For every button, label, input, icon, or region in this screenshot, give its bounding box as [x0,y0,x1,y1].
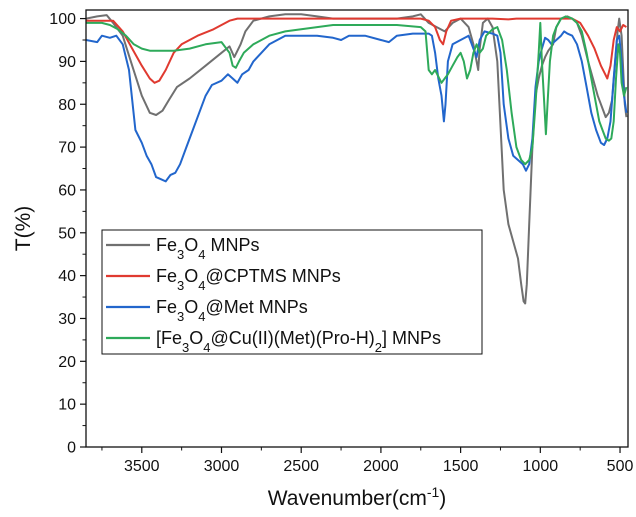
series-line-2 [86,30,628,183]
legend-box [101,229,483,355]
y-tick-label: 0 [67,440,76,457]
legend-label-0: Fe3O4 MNPs [156,235,260,262]
legend-label-part: 4 [198,309,205,324]
y-tick-label: 10 [58,397,76,414]
legend-label-part: 2 [375,340,382,355]
legend-label-part: O [184,297,198,317]
x-tick-label: 1500 [443,458,479,475]
y-tick-label: 80 [58,97,76,114]
legend-label-part: @Cu(II)(Met)(Pro-H) [211,328,375,348]
y-tick-label: 50 [58,225,76,242]
series-group [86,13,628,305]
y-tick-label: 30 [58,311,76,328]
legend-label-part: MNPs [206,235,260,255]
x-tick-label: 2000 [363,458,399,475]
x-axis-title-close: ) [439,487,446,510]
legend-label-3: [Fe3O4@Cu(II)(Met)(Pro-H)2] MNPs [156,328,441,355]
y-tick-label: 60 [58,182,76,199]
legend-label-part: 3 [177,278,184,293]
series-line-1 [86,17,627,84]
legend-label-part: 4 [198,247,205,262]
x-tick-label: 1000 [523,458,559,475]
y-tick-label: 40 [58,268,76,285]
y-axis-title: T(%) [12,206,35,252]
legend-label-1: Fe3O4@CPTMS MNPs [156,266,341,293]
legend-label-part: @CPTMS MNPs [206,266,341,286]
x-axis-title-main: Wavenumber(cm [268,487,427,510]
legend-label-part: 3 [177,247,184,262]
legend-label-part: Fe [156,297,177,317]
x-tick-label: 2500 [283,458,319,475]
legend-label-part: [Fe [156,328,182,348]
legend-label-part: @Met MNPs [206,297,308,317]
x-axis-title-sup: -1 [427,484,440,500]
legend-label-part: ] MNPs [382,328,441,348]
y-tick-label: 100 [49,11,76,28]
x-tick-label: 3000 [204,458,240,475]
x-axis-title: Wavenumber(cm-1) [268,484,447,510]
legend-label-part: 4 [198,278,205,293]
legend-label-part: O [189,328,203,348]
legend-label-part: Fe [156,235,177,255]
legend-label-part: 4 [203,340,210,355]
y-tick-label: 20 [58,354,76,371]
legend-label-part: 3 [182,340,189,355]
y-tick-label: 90 [58,54,76,71]
y-tick-label: 70 [58,140,76,157]
legend-label-part: O [184,235,198,255]
legend-label-part: O [184,266,198,286]
x-tick-label: 3500 [124,458,160,475]
legend-label-part: 3 [177,309,184,324]
legend-label-part: Fe [156,266,177,286]
legend-label-2: Fe3O4@Met MNPs [156,297,308,324]
x-tick-label: 500 [607,458,634,475]
plot-frame [85,9,629,448]
series-line-3 [86,15,628,166]
